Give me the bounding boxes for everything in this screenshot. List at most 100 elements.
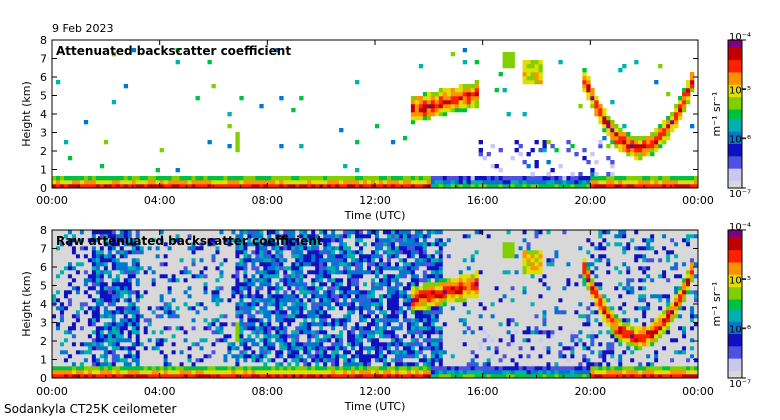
heatmap-cell [490, 184, 495, 189]
heatmap-cell [183, 318, 188, 323]
heatmap-cell [171, 342, 176, 347]
heatmap-cell [255, 346, 260, 351]
heatmap-cell [255, 366, 260, 371]
heatmap-cell [235, 322, 240, 327]
heatmap-cell [323, 314, 328, 319]
heatmap-cell [299, 234, 304, 239]
heatmap-cell [466, 366, 472, 371]
heatmap-cell [287, 258, 292, 263]
heatmap-cell [438, 238, 444, 243]
heatmap-cell [83, 310, 89, 315]
heatmap-cell [167, 298, 172, 303]
heatmap-cell [199, 330, 204, 335]
heatmap-cell [582, 84, 587, 89]
heatmap-cell [422, 234, 428, 239]
heatmap-cell [247, 242, 252, 247]
heatmap-cell [59, 234, 65, 239]
heatmap-cell [307, 346, 312, 351]
heatmap-cell [75, 318, 81, 323]
heatmap-cell [470, 234, 475, 239]
heatmap-cell [151, 254, 156, 259]
heatmap-cell [371, 254, 376, 259]
heatmap-cell [195, 302, 200, 307]
heatmap-cell [127, 354, 133, 359]
heatmap-cell [351, 176, 356, 181]
heatmap-cell [371, 366, 376, 371]
heatmap-cell [71, 338, 77, 343]
heatmap-cell [462, 374, 468, 379]
heatmap-cell [570, 172, 575, 177]
heatmap-cell [315, 362, 320, 367]
heatmap-cell [139, 180, 145, 185]
heatmap-cell [179, 258, 184, 263]
heatmap-cell [239, 298, 244, 303]
heatmap-cell [462, 60, 468, 65]
heatmap-cell [299, 274, 304, 279]
heatmap-cell [271, 350, 276, 355]
heatmap-cell [183, 330, 188, 335]
heatmap-cell [219, 310, 224, 315]
heatmap-cell [514, 184, 519, 189]
heatmap-cell [359, 180, 364, 185]
heatmap-cell [351, 230, 356, 235]
heatmap-cell [414, 342, 420, 347]
heatmap-cell [275, 326, 280, 331]
heatmap-cell [422, 176, 428, 181]
heatmap-cell [382, 258, 388, 263]
heatmap-cell [470, 92, 475, 97]
heatmap-cell [247, 306, 252, 311]
heatmap-cell [127, 310, 133, 315]
heatmap-cell [215, 302, 220, 307]
heatmap-cell [187, 366, 192, 371]
heatmap-cell [203, 310, 208, 315]
heatmap-cell [390, 350, 396, 355]
heatmap-cell [275, 358, 280, 363]
heatmap-cell [135, 242, 141, 247]
heatmap-cell [359, 326, 364, 331]
heatmap-cell [315, 366, 320, 371]
heatmap-cell [151, 274, 156, 279]
heatmap-cell [474, 338, 479, 343]
heatmap-cell [422, 286, 428, 291]
heatmap-cell [347, 330, 352, 335]
heatmap-cell [462, 180, 468, 185]
heatmap-cell [235, 358, 240, 363]
heatmap-cell [622, 132, 627, 137]
heatmap-cell [259, 342, 264, 347]
heatmap-cell [690, 80, 695, 85]
heatmap-cell [167, 362, 172, 367]
heatmap-cell [67, 266, 73, 271]
heatmap-cell [446, 282, 452, 287]
colorbar-swatch [728, 175, 742, 179]
heatmap-cell [355, 330, 360, 335]
heatmap-cell [123, 290, 129, 295]
heatmap-cell [67, 330, 73, 335]
heatmap-cell [211, 246, 216, 251]
heatmap-cell [175, 370, 180, 375]
heatmap-cell [175, 330, 180, 335]
heatmap-cell [390, 262, 396, 267]
heatmap-cell [363, 350, 368, 355]
heatmap-cell [582, 148, 587, 153]
heatmap-cell [263, 282, 268, 287]
heatmap-cell [367, 354, 372, 359]
heatmap-cell [398, 230, 404, 235]
heatmap-cell [375, 246, 380, 251]
heatmap-cell [530, 68, 535, 73]
heatmap-cell [119, 290, 125, 295]
heatmap-cell [147, 298, 152, 303]
heatmap-cell [263, 338, 268, 343]
heatmap-cell [670, 184, 675, 189]
heatmap-cell [367, 180, 372, 185]
heatmap-cell [347, 282, 352, 287]
heatmap-cell [315, 270, 320, 275]
heatmap-cell [95, 254, 101, 259]
heatmap-cell [239, 310, 244, 315]
heatmap-cell [422, 294, 428, 299]
heatmap-cell [430, 176, 436, 181]
heatmap-cell [79, 310, 85, 315]
heatmap-cell [139, 230, 145, 235]
heatmap-cell [598, 184, 603, 189]
heatmap-cell [223, 270, 228, 275]
heatmap-cell [199, 274, 204, 279]
